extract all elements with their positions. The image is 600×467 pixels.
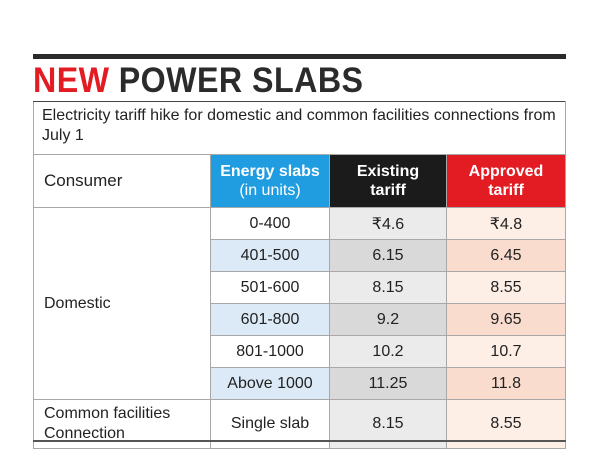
consumer-common-line2: Connection: [44, 425, 125, 442]
table-subtitle: Electricity tariff hike for domestic and…: [33, 101, 566, 155]
existing-cell: 10.2: [329, 335, 447, 368]
existing-cell: ₹4.6: [329, 207, 447, 240]
header-energy-slabs-unit: (in units): [239, 182, 301, 199]
table-row: 401-500 6.15 6.45: [34, 239, 566, 272]
table-row: 801-1000 10.2 10.7: [34, 335, 566, 368]
consumer-common-line1: Common facilities: [44, 405, 171, 422]
tariff-table: Electricity tariff hike for domestic and…: [33, 101, 566, 449]
header-existing-tariff: Existing tariff: [329, 154, 447, 208]
header-existing-label: Existing: [356, 163, 420, 180]
approved-cell: 6.45: [446, 239, 566, 272]
top-rule: [33, 54, 566, 59]
existing-cell: 9.2: [329, 303, 447, 336]
header-existing-label-2: tariff: [370, 182, 406, 199]
bottom-rule: [33, 440, 566, 442]
approved-cell: 10.7: [446, 335, 566, 368]
table-row: Above 1000 11.25 11.8: [34, 367, 566, 400]
approved-cell: 8.55: [446, 271, 566, 304]
slab-cell: Above 1000: [210, 367, 330, 400]
approved-cell: 9.65: [446, 303, 566, 336]
existing-cell: 8.15: [329, 271, 447, 304]
header-approved-label: Approved: [468, 163, 544, 180]
slab-cell: 801-1000: [210, 335, 330, 368]
header-consumer: Consumer: [33, 154, 211, 208]
headline: NEW POWER SLABS: [33, 62, 363, 100]
existing-cell: 11.25: [329, 367, 447, 400]
consumer-domestic: Domestic: [33, 207, 211, 400]
headline-word-new: NEW: [33, 61, 110, 100]
slab-cell: 401-500: [210, 239, 330, 272]
header-approved-label-2: tariff: [488, 182, 524, 199]
header-energy-slabs: Energy slabs (in units): [210, 154, 330, 208]
table-row: Domestic 0-400 ₹4.6 ₹4.8: [33, 207, 566, 400]
slab-cell: 601-800: [210, 303, 330, 336]
slab-cell: 0-400: [210, 207, 330, 240]
approved-cell: ₹4.8: [446, 207, 566, 240]
table-row: 501-600 8.15 8.55: [34, 271, 566, 304]
header-row: Consumer Energy slabs (in units) Existin…: [33, 154, 566, 208]
existing-cell: 6.15: [329, 239, 447, 272]
approved-cell: 11.8: [446, 367, 566, 400]
infographic: NEW POWER SLABS Electricity tariff hike f…: [33, 0, 566, 467]
header-energy-slabs-label: Energy slabs: [220, 163, 320, 180]
headline-word-power-slabs: POWER SLABS: [118, 61, 364, 100]
table-row: 601-800 9.2 9.65: [34, 303, 566, 336]
slab-cell: 501-600: [210, 271, 330, 304]
header-approved-tariff: Approved tariff: [446, 154, 566, 208]
